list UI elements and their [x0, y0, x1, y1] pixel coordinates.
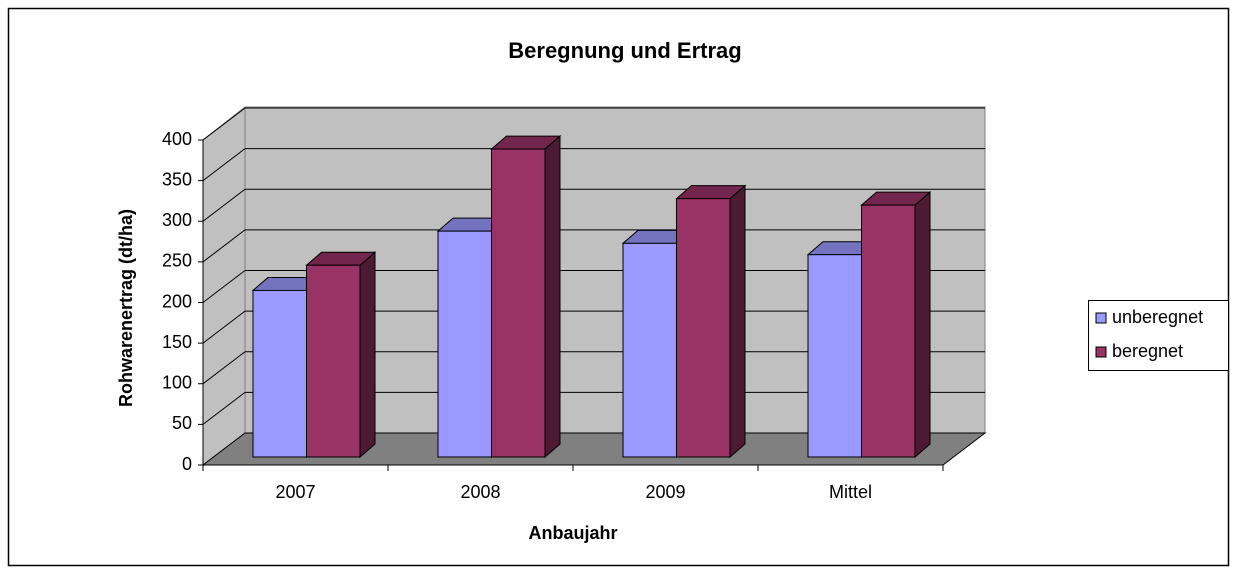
bar — [622, 242, 677, 458]
bar — [252, 289, 307, 458]
bar-side — [359, 251, 376, 459]
y-tick-label: 350 — [162, 169, 192, 189]
grid-line — [202, 351, 246, 385]
y-tick-label: 400 — [162, 129, 192, 149]
grid-line — [202, 391, 246, 425]
bar — [491, 148, 546, 458]
legend-swatch — [1095, 312, 1107, 324]
grid-line — [202, 270, 246, 303]
chart-title: Beregnung und Ertrag — [508, 38, 741, 63]
grid-line — [202, 229, 246, 263]
legend — [1088, 300, 1229, 371]
y-tick-label: 250 — [162, 251, 192, 271]
x-tick-label: 2009 — [645, 482, 685, 502]
bar-side — [729, 184, 746, 459]
grid-line — [202, 107, 246, 141]
legend-swatch — [1095, 346, 1107, 358]
bar — [306, 264, 361, 458]
y-tick-label: 150 — [162, 332, 192, 352]
grid-line — [202, 310, 246, 344]
x-axis-label: Anbaujahr — [528, 523, 617, 543]
y-tick-label: 50 — [172, 413, 192, 433]
legend-label: beregnet — [1112, 341, 1183, 361]
bar — [807, 254, 862, 458]
bar — [437, 230, 492, 458]
y-tick-label: 300 — [162, 210, 192, 230]
x-tick-label: 2008 — [460, 482, 500, 502]
bar-side — [914, 191, 931, 459]
x-tick-label: Mittel — [829, 482, 872, 502]
y-axis-label: Rohwarenertrag (dt/ha) — [116, 209, 136, 407]
y-tick-label: 0 — [182, 454, 192, 474]
bar — [676, 198, 731, 458]
legend-label: unberegnet — [1112, 307, 1203, 327]
x-tick-label: 2007 — [275, 482, 315, 502]
y-tick-label: 100 — [162, 373, 192, 393]
bar-side — [544, 134, 561, 459]
bar — [861, 204, 916, 458]
grid-line — [202, 148, 246, 182]
y-tick-label: 200 — [162, 291, 192, 311]
grid-line — [202, 188, 246, 222]
